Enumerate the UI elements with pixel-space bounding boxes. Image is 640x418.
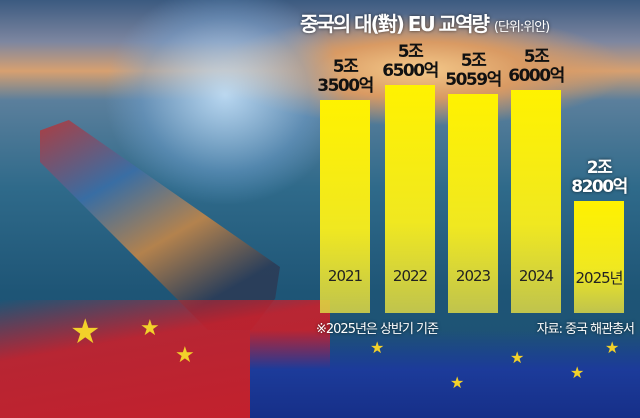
star-icon: ★ xyxy=(175,343,195,368)
x-tick-label: 2023 xyxy=(455,267,491,285)
data-label: 5조 6000억 xyxy=(496,48,576,86)
star-icon: ★ xyxy=(605,338,620,357)
bar-2023 xyxy=(448,93,498,313)
data-label-line: 6000억 xyxy=(508,66,565,87)
data-label-line: 5059억 xyxy=(445,69,502,90)
data-label-line: 2조 xyxy=(586,157,613,178)
source-note: 자료: 중국 해관총서 xyxy=(536,322,635,337)
x-tick-label: 2022 xyxy=(392,267,428,285)
eu-flag-image: ★ ★ ★ ★ ★ xyxy=(250,330,640,418)
data-label-line: 5조 xyxy=(332,57,359,77)
data-label-line: 8200억 xyxy=(571,176,628,197)
data-label-line: 6500억 xyxy=(382,61,439,81)
x-tick-label: 2024 xyxy=(518,267,554,285)
x-tick-label: 2025년 xyxy=(575,269,624,287)
chart-title: 중국의 대(對) EU 교역량 xyxy=(300,12,490,36)
bar-2021 xyxy=(320,100,370,313)
data-label: 5조 6500억 xyxy=(370,43,450,81)
chart-header: 중국의 대(對) EU 교역량 (단위:위안) xyxy=(300,8,636,37)
data-label: 2조 8200억 xyxy=(559,157,639,197)
data-label-line: 5조 xyxy=(523,47,550,68)
star-icon: ★ xyxy=(510,348,525,367)
data-label: 5조 5059억 xyxy=(433,50,513,90)
data-label-line: 5조 xyxy=(397,42,424,62)
star-icon: ★ xyxy=(70,312,101,352)
bar-2024 xyxy=(511,90,561,313)
bar-2022 xyxy=(385,85,435,313)
star-icon: ★ xyxy=(570,363,585,382)
data-label-line: 3500억 xyxy=(317,76,374,96)
footnote: ※2025년은 상반기 기준 xyxy=(316,322,439,337)
unit-label: (단위:위안) xyxy=(493,20,550,35)
bar-2025년 xyxy=(574,200,624,313)
data-label-line: 5조 xyxy=(460,50,487,71)
x-tick-label: 2021 xyxy=(327,267,363,285)
star-icon: ★ xyxy=(370,338,385,357)
star-icon: ★ xyxy=(450,373,465,392)
chart-footer: ※2025년은 상반기 기준 자료: 중국 해관총서 xyxy=(316,318,635,337)
data-label: 5조 3500억 xyxy=(305,58,385,96)
star-icon: ★ xyxy=(140,316,160,341)
